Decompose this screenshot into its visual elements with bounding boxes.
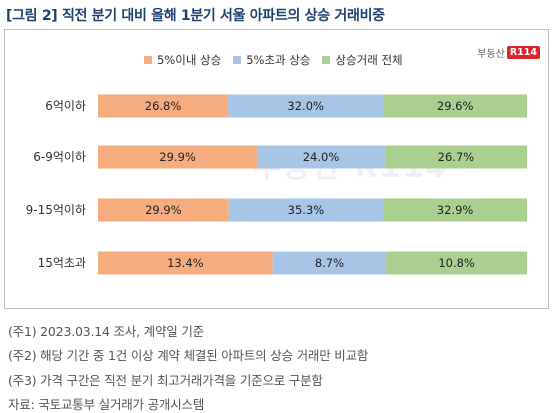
bar-segment-total <box>384 145 527 169</box>
data-label: 29.9% <box>145 203 182 217</box>
note-2: (주2) 해당 기간 중 1건 이상 계약 체결된 아파트의 상승 거래만 비교… <box>8 348 369 363</box>
logo-mark: R114 <box>506 46 540 59</box>
chart-legend: 5%이내 상승 5%초과 상승 상승거래 전체 <box>144 52 403 68</box>
legend-swatch <box>322 56 331 64</box>
bar-segment-within-5pct <box>98 94 229 118</box>
data-label: 8.7% <box>315 256 344 270</box>
category-label: 9-15억이하 <box>26 203 86 217</box>
bar-segment-over-5pct <box>272 251 387 275</box>
note-3: (주3) 가격 구간은 직전 분기 최고거래가격을 기준으로 구분함 <box>8 373 323 388</box>
legend-label: 5%초과 상승 <box>246 53 311 67</box>
legend-label: 5%이내 상승 <box>157 53 222 67</box>
data-label: 32.9% <box>437 203 474 217</box>
bar-segment-total <box>383 94 527 118</box>
data-label: 26.7% <box>438 150 475 164</box>
category-label: 15억초과 <box>38 256 86 270</box>
category-label: 6-9억이하 <box>33 150 86 164</box>
data-label: 29.9% <box>159 150 196 164</box>
logo-text: 부동산 <box>477 49 505 60</box>
legend-item-within-5pct: 5%이내 상승 <box>144 52 221 68</box>
note-1: (주1) 2023.03.14 조사, 계약일 기준 <box>8 324 204 339</box>
figure-title: [그림 2] 직전 분기 대비 올해 1분기 서울 아파트의 상승 거래비중 <box>6 8 385 24</box>
legend-item-over-5pct: 5%초과 상승 <box>233 52 310 68</box>
data-label: 26.8% <box>145 99 182 113</box>
data-label: 35.3% <box>288 203 325 217</box>
data-label: 10.8% <box>438 256 475 270</box>
brand-logo: 부동산 R114 <box>477 45 540 60</box>
stacked-bar-chart: 6억이하 26.8% 32.0% 29.6% 6-9억이하 29.9% 24.0% 26.7%… <box>26 94 527 275</box>
legend-swatch <box>233 56 242 64</box>
bar-segment-over-5pct <box>228 198 384 222</box>
data-label: 29.6% <box>437 99 474 113</box>
bar-segment-within-5pct <box>98 145 258 169</box>
category-label: 6억이하 <box>45 99 86 113</box>
legend-item-total: 상승거래 전체 <box>322 52 403 68</box>
bar-segment-over-5pct <box>228 94 384 118</box>
chart-panel: 5%이내 상승 5%초과 상승 상승거래 전체 부동산 R114 부동산 R11… <box>4 29 549 309</box>
data-label: 13.4% <box>167 256 204 270</box>
bar-segment-within-5pct <box>98 198 229 222</box>
data-label: 24.0% <box>303 150 340 164</box>
legend-label: 상승거래 전체 <box>335 53 403 67</box>
bar-segment-total <box>386 251 527 275</box>
bar-segment-within-5pct <box>98 251 273 275</box>
bar-segment-total <box>383 198 527 222</box>
bar-segment-over-5pct <box>257 145 385 169</box>
source-note: 자료: 국토교통부 실거래가 공개시스템 <box>8 397 205 412</box>
data-label: 32.0% <box>287 99 324 113</box>
legend-swatch <box>144 56 152 64</box>
